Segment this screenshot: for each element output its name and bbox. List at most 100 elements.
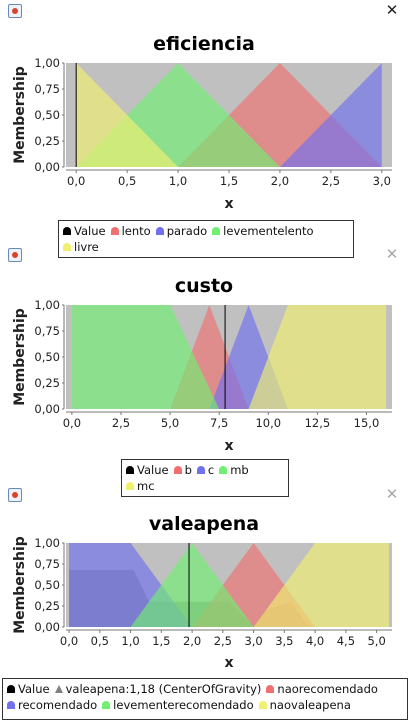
legend-swatch <box>7 701 15 709</box>
java-app-icon[interactable] <box>8 488 22 502</box>
x-tick-label: 0,5 <box>118 174 136 188</box>
y-tick-label: 1,00 <box>34 56 60 70</box>
series-parado <box>279 63 382 167</box>
y-tick-label: 0,50 <box>34 578 60 592</box>
y-tick-label: 0,75 <box>34 82 60 96</box>
x-axis-label: x <box>224 438 233 454</box>
x-tick-label: 4,5 <box>337 634 355 648</box>
legend-label: c <box>207 463 215 477</box>
x-tick-label: 3,0 <box>373 174 391 188</box>
x-tick-label: 2,5 <box>322 174 340 188</box>
legend-label: livre <box>74 240 99 254</box>
x-tick-label: 2,5 <box>112 416 130 430</box>
legend-swatch <box>155 227 164 235</box>
close-icon[interactable]: ✕ <box>385 1 399 19</box>
series-naovaleapena <box>253 543 389 627</box>
x-tick-label: 2,0 <box>183 634 201 648</box>
legend: Value lento parado levementelento livre <box>58 220 354 258</box>
x-tick-label: 0,0 <box>67 174 85 188</box>
y-tick-label: 0,00 <box>34 620 60 634</box>
legend-item: levementerecomendado <box>102 697 254 713</box>
x-tick-label: 2,0 <box>271 174 289 188</box>
series-mc <box>248 305 387 409</box>
legend-label: Value <box>18 682 50 696</box>
x-tick-label: 5,0 <box>367 634 385 648</box>
legend-label: Value <box>137 463 169 477</box>
x-axis-label: x <box>224 655 233 671</box>
x-tick-label: 0,5 <box>91 634 109 648</box>
x-tick-label: 1,0 <box>169 174 187 188</box>
legend: Value b c mb mc <box>121 459 289 497</box>
legend-item: levementelento <box>212 223 314 239</box>
y-tick-label: 1,00 <box>34 536 60 550</box>
legend-label: valeapena:1,18 (CenterOfGravity) <box>65 682 262 696</box>
x-tick-label: 7,5 <box>210 416 228 430</box>
legend-swatch <box>258 701 267 709</box>
legend-swatch <box>54 685 63 693</box>
y-tick-label: 0,25 <box>34 376 60 390</box>
chart-title: valeapena <box>149 513 259 535</box>
legend-label: levementerecomendado <box>113 698 254 712</box>
y-tick-label: 0,25 <box>34 134 60 148</box>
legend-item: mc <box>126 478 155 494</box>
legend-item: lento <box>110 223 151 239</box>
legend-swatch <box>110 227 119 235</box>
legend-item: mb <box>219 462 249 478</box>
y-tick-label: 0,25 <box>34 599 60 613</box>
legend-item: b <box>173 462 192 478</box>
x-tick-label: 3,0 <box>244 634 262 648</box>
legend-label: mc <box>137 479 155 493</box>
chart-title: custo <box>175 275 233 297</box>
legend-label: b <box>184 463 192 477</box>
legend-item: parado <box>155 223 208 239</box>
titlebar: ✕ <box>0 244 408 270</box>
legend-swatch <box>7 685 15 693</box>
legend-label: recomendado <box>18 698 98 712</box>
y-tick-label: 0,00 <box>34 402 60 416</box>
legend-swatch <box>219 466 228 474</box>
window-custo: ✕ custo 0,00 0,25 0,50 0,75 1,00 0,0 2,5 5,0 7,5 1… <box>0 244 408 497</box>
x-tick-label: 3,5 <box>275 634 293 648</box>
legend-item: livre <box>63 239 99 255</box>
x-tick-label: 1,0 <box>121 634 139 648</box>
legend-label: naorecomendado <box>277 682 378 696</box>
legend-swatch <box>126 466 134 474</box>
series-levementerecomendado <box>130 543 254 627</box>
x-tick-label: 1,5 <box>152 634 170 648</box>
window-valeapena: ✕ valeapena 0,00 0,25 0,50 0,75 1,00 0,0 0,5 1,0… <box>0 484 408 722</box>
legend-item: Value <box>7 681 50 697</box>
legend-item: valeapena:1,18 (CenterOfGravity) <box>54 681 262 697</box>
legend-swatch <box>102 701 111 709</box>
y-tick-label: 0,75 <box>34 557 60 571</box>
y-axis-label: Membership <box>12 308 28 406</box>
chart-custo: custo 0,00 0,25 0,50 0,75 1,00 0,0 2,5 5,0 7,5 10,… <box>12 275 392 454</box>
x-tick-label: 12,5 <box>305 416 331 430</box>
y-tick-label: 0,75 <box>34 324 60 338</box>
close-icon[interactable]: ✕ <box>385 485 399 503</box>
legend-item: recomendado <box>7 697 97 713</box>
legend-label: Value <box>74 224 106 238</box>
java-app-icon[interactable] <box>8 248 22 262</box>
chart-eficiencia: eficiencia 0,00 0,25 0,50 0,75 1,00 0,0 0,5 1,0 1… <box>12 33 392 212</box>
legend-swatch <box>63 243 71 251</box>
chart-valeapena: valeapena 0,00 0,25 0,50 0,75 1,00 0,0 0,5 1,0 1,… <box>12 513 392 671</box>
legend-swatch <box>126 482 134 490</box>
x-tick-label: 4,0 <box>306 634 324 648</box>
x-tick-label: 10,0 <box>255 416 281 430</box>
legend-label: parado <box>166 224 208 238</box>
titlebar: ✕ <box>0 484 408 510</box>
legend-swatch <box>173 466 182 474</box>
x-tick-label: 0,0 <box>60 634 78 648</box>
close-icon[interactable]: ✕ <box>385 245 399 263</box>
y-tick-label: 1,00 <box>34 298 60 312</box>
titlebar: ✕ <box>0 0 408 26</box>
legend-item: naovaleapena <box>258 697 351 713</box>
y-tick-label: 0,50 <box>34 108 60 122</box>
chart-title: eficiencia <box>153 33 255 55</box>
legend-swatch <box>63 227 71 235</box>
y-tick-label: 0,00 <box>34 160 60 174</box>
legend-label: lento <box>121 224 151 238</box>
java-app-icon[interactable] <box>8 4 22 18</box>
legend-swatch <box>196 466 205 474</box>
y-axis-label: Membership <box>12 66 28 164</box>
